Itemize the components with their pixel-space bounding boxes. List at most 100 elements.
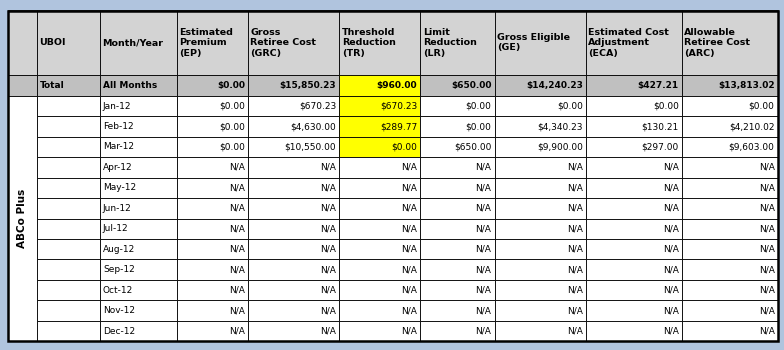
Text: N/A: N/A (321, 265, 336, 274)
Text: N/A: N/A (321, 245, 336, 254)
Bar (682, 137, 778, 157)
Bar (176, 239, 248, 259)
Bar (100, 280, 176, 300)
Text: $14,240.23: $14,240.23 (526, 81, 583, 90)
Text: Jun-12: Jun-12 (103, 204, 132, 213)
Bar (420, 259, 495, 280)
Text: Jan-12: Jan-12 (103, 102, 132, 111)
Bar (495, 157, 586, 178)
Text: $670.23: $670.23 (299, 102, 336, 111)
Bar (420, 116, 495, 137)
Text: N/A: N/A (229, 204, 245, 213)
Bar (248, 178, 339, 198)
Text: N/A: N/A (229, 306, 245, 315)
Text: $4,210.02: $4,210.02 (729, 122, 775, 131)
Text: $0.00: $0.00 (217, 81, 245, 90)
Text: $4,340.23: $4,340.23 (537, 122, 583, 131)
Bar (495, 178, 586, 198)
Text: N/A: N/A (759, 327, 775, 336)
Bar (586, 96, 682, 116)
Bar (586, 116, 682, 137)
Bar (100, 198, 176, 218)
Text: Allowable
Retiree Cost
(ARC): Allowable Retiree Cost (ARC) (684, 28, 750, 58)
Text: Aug-12: Aug-12 (103, 245, 135, 254)
Bar (176, 96, 248, 116)
Text: N/A: N/A (321, 306, 336, 315)
Text: N/A: N/A (401, 204, 417, 213)
Bar (176, 259, 248, 280)
Text: Month/Year: Month/Year (102, 38, 163, 47)
Bar (495, 198, 586, 218)
Text: May-12: May-12 (103, 183, 136, 192)
Text: $0.00: $0.00 (749, 102, 775, 111)
Bar (100, 218, 176, 239)
Bar (420, 280, 495, 300)
Text: $4,630.00: $4,630.00 (291, 122, 336, 131)
Bar (248, 96, 339, 116)
Bar (100, 157, 176, 178)
Text: Apr-12: Apr-12 (103, 163, 132, 172)
Bar (100, 96, 176, 116)
Bar (100, 75, 176, 96)
Text: N/A: N/A (662, 163, 679, 172)
Text: N/A: N/A (229, 327, 245, 336)
Text: N/A: N/A (662, 286, 679, 295)
Bar (586, 75, 682, 96)
Bar (682, 218, 778, 239)
Bar (248, 157, 339, 178)
Bar (37, 157, 100, 178)
Bar (420, 300, 495, 321)
Bar (37, 280, 100, 300)
Text: N/A: N/A (662, 245, 679, 254)
Bar (176, 300, 248, 321)
Bar (586, 137, 682, 157)
Text: N/A: N/A (321, 204, 336, 213)
Text: Total: Total (40, 81, 65, 90)
Bar (495, 116, 586, 137)
Text: N/A: N/A (476, 286, 492, 295)
Bar (176, 75, 248, 96)
Bar (248, 321, 339, 341)
Bar (37, 10, 100, 75)
Text: N/A: N/A (321, 286, 336, 295)
Bar (176, 157, 248, 178)
Text: N/A: N/A (229, 183, 245, 192)
Text: N/A: N/A (759, 286, 775, 295)
Text: $289.77: $289.77 (380, 122, 417, 131)
Text: Estimated Cost
Adjustment
(ECA): Estimated Cost Adjustment (ECA) (588, 28, 670, 58)
Bar (420, 10, 495, 75)
Text: Estimated
Premium
(EP): Estimated Premium (EP) (179, 28, 233, 58)
Bar (37, 178, 100, 198)
Bar (495, 239, 586, 259)
Bar (586, 198, 682, 218)
Text: UBOI: UBOI (39, 38, 66, 47)
Text: N/A: N/A (759, 163, 775, 172)
Bar (420, 218, 495, 239)
Bar (586, 280, 682, 300)
Bar (586, 239, 682, 259)
Bar (682, 259, 778, 280)
Text: N/A: N/A (229, 224, 245, 233)
Bar (100, 116, 176, 137)
Bar (37, 321, 100, 341)
Text: Dec-12: Dec-12 (103, 327, 135, 336)
Bar (339, 218, 420, 239)
Text: N/A: N/A (662, 183, 679, 192)
Text: $0.00: $0.00 (466, 122, 492, 131)
Text: $13,813.02: $13,813.02 (718, 81, 775, 90)
Text: $0.00: $0.00 (219, 102, 245, 111)
Bar (682, 157, 778, 178)
Text: N/A: N/A (401, 183, 417, 192)
Bar (420, 198, 495, 218)
Text: N/A: N/A (759, 204, 775, 213)
Text: $0.00: $0.00 (466, 102, 492, 111)
Bar (100, 300, 176, 321)
Bar (420, 157, 495, 178)
Bar (37, 300, 100, 321)
Bar (339, 157, 420, 178)
Text: Mar-12: Mar-12 (103, 142, 134, 152)
Text: Nov-12: Nov-12 (103, 306, 135, 315)
Bar (420, 75, 495, 96)
Bar (37, 116, 100, 137)
Bar (586, 300, 682, 321)
